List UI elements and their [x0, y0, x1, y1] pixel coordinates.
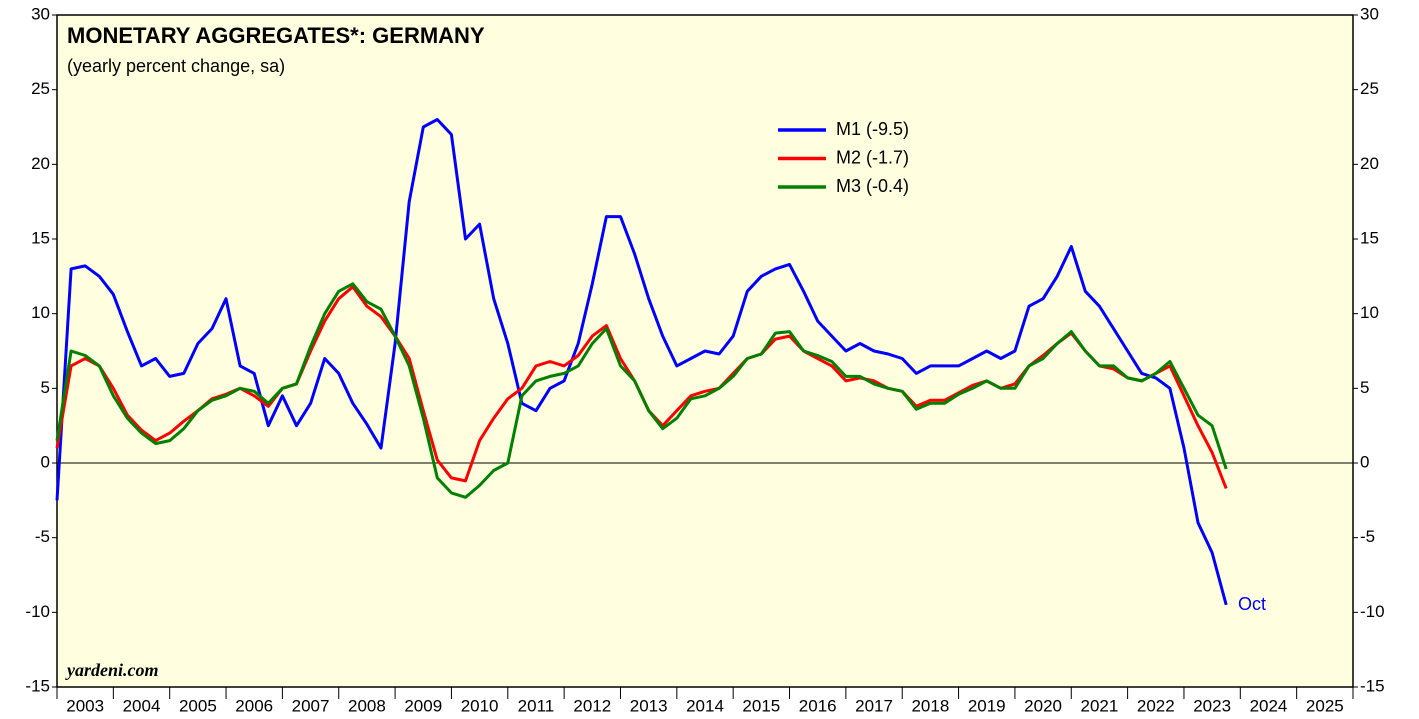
y-tick-label: 20	[31, 154, 50, 173]
series-line	[55, 118, 1228, 606]
chart-subtitle: (yearly percent change, sa)	[67, 56, 285, 76]
y2-tick-label: 15	[1360, 228, 1379, 247]
x-tick-label: 2006	[235, 696, 273, 715]
y-tick-label: 5	[41, 378, 50, 397]
x-tick-label: 2007	[292, 696, 330, 715]
x-tick-label: 2003	[66, 696, 104, 715]
x-tick-label: 2022	[1137, 696, 1175, 715]
legend-label: M3 (-0.4)	[836, 176, 909, 196]
y-tick-label: 25	[31, 79, 50, 98]
y2-tick-label: -15	[1360, 676, 1385, 695]
y-tick-label: 10	[31, 303, 50, 322]
x-tick-label: 2016	[799, 696, 837, 715]
y2-tick-label: 0	[1360, 452, 1369, 471]
y2-tick-label: 25	[1360, 79, 1379, 98]
y-tick-label: -10	[25, 602, 50, 621]
legend-label: M1 (-9.5)	[836, 119, 909, 139]
x-tick-label: 2017	[855, 696, 893, 715]
x-tick-label: 2018	[911, 696, 949, 715]
y-tick-label: -15	[25, 676, 50, 695]
chart-title: MONETARY AGGREGATES*: GERMANY	[67, 23, 485, 48]
y-tick-label: 30	[31, 4, 50, 23]
series-line	[55, 282, 1228, 499]
y2-tick-label: 20	[1360, 154, 1379, 173]
x-tick-label: 2020	[1024, 696, 1062, 715]
x-tick-label: 2013	[630, 696, 668, 715]
y2-tick-label: -5	[1360, 527, 1375, 546]
x-tick-label: 2014	[686, 696, 724, 715]
x-tick-label: 2021	[1081, 696, 1119, 715]
x-tick-label: 2008	[348, 696, 386, 715]
y2-tick-label: 30	[1360, 4, 1379, 23]
x-tick-label: 2004	[123, 696, 161, 715]
y-tick-label: -5	[35, 527, 50, 546]
y2-tick-label: -10	[1360, 602, 1385, 621]
x-tick-label: 2011	[518, 696, 555, 715]
y2-tick-label: 10	[1360, 303, 1379, 322]
x-tick-label: 2019	[968, 696, 1006, 715]
legend-label: M2 (-1.7)	[836, 147, 909, 167]
annotation: Oct	[1238, 594, 1266, 614]
source: yardeni.com	[65, 660, 159, 680]
x-tick-label: 2012	[573, 696, 611, 715]
x-tick-label: 2009	[404, 696, 442, 715]
x-tick-label: 2024	[1250, 696, 1288, 715]
y-tick-label: 15	[31, 228, 50, 247]
y-tick-label: 0	[41, 452, 50, 471]
x-tick-label: 2015	[742, 696, 780, 715]
x-tick-label: 2005	[179, 696, 217, 715]
x-tick-label: 2010	[461, 696, 499, 715]
y2-tick-label: 5	[1360, 378, 1369, 397]
x-tick-label: 2025	[1306, 696, 1344, 715]
x-tick-label: 2023	[1193, 696, 1231, 715]
